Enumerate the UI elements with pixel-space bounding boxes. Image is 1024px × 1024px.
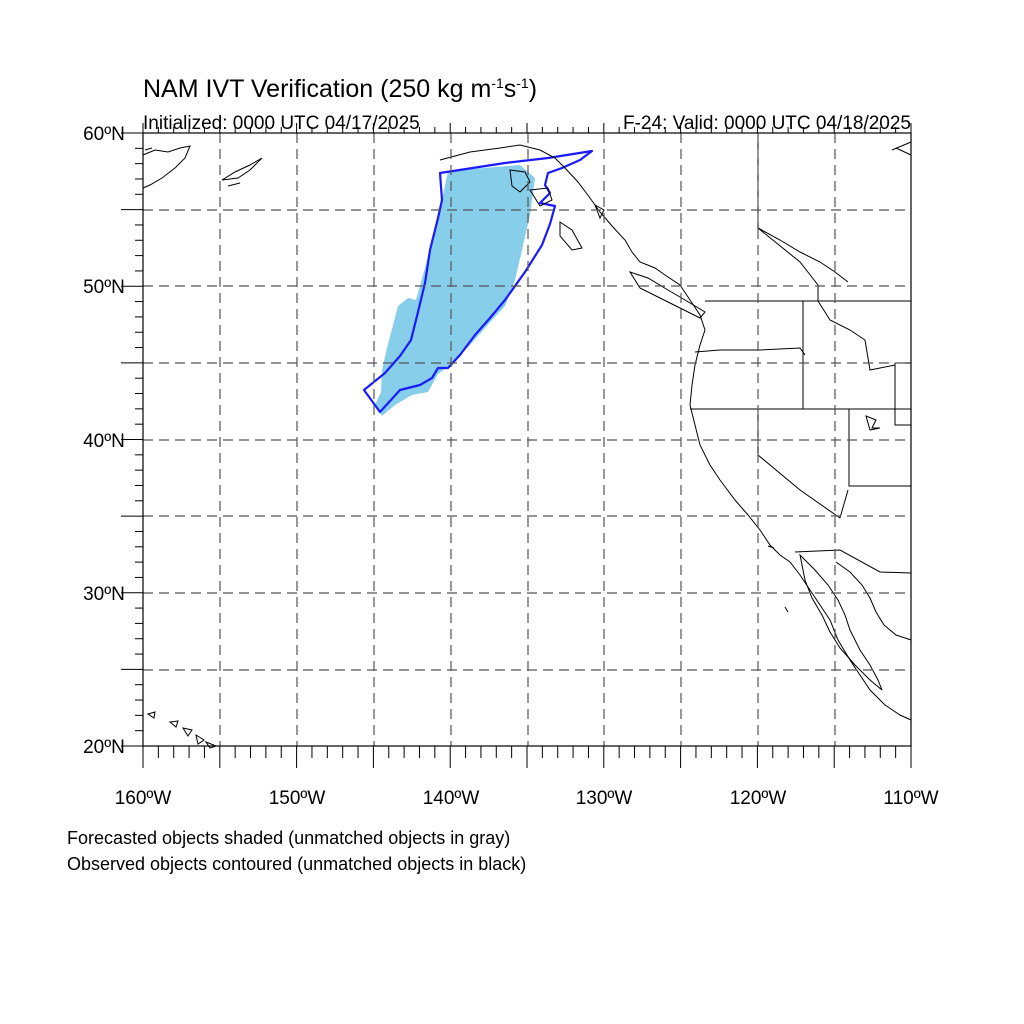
lat-label-50n: 50ºN [83,277,125,298]
lon-label-110w: 110ºW [883,788,938,809]
lon-label-120w: 120ºW [730,788,787,809]
forecast-note: Forecasted objects shaded (unmatched obj… [67,828,510,848]
observed-object [362,149,594,414]
axis-ticks [121,123,912,768]
lat-label-30n: 30ºN [83,584,125,605]
graticule [143,133,911,746]
lon-label-150w: 150ºW [269,788,326,809]
forecast-object [375,165,535,416]
political-boundaries [690,133,912,574]
lon-label-130w: 130ºW [576,788,633,809]
initialized-label: Initialized: 0000 UTC 04/17/2025 [143,113,420,134]
observed-note: Observed objects contoured (unmatched ob… [67,854,526,874]
map-panel [121,123,912,768]
map-title: NAM IVT Verification (250 kg m-1s-1) [143,75,537,103]
lon-label-160w: 160ºW [115,788,172,809]
longitude-labels: 160ºW 150ºW 140ºW 130ºW 120ºW 110ºW [115,788,939,809]
lat-label-60n: 60ºN [83,124,125,145]
valid-label: F-24: Valid: 0000 UTC 04/18/2025 [623,113,911,134]
lat-label-20n: 20ºN [83,737,125,758]
lon-label-140w: 140ºW [423,788,480,809]
lat-label-40n: 40ºN [83,431,125,452]
coastlines [142,141,912,749]
latitude-labels: 60ºN 50ºN 40ºN 30ºN 20ºN [83,124,125,758]
